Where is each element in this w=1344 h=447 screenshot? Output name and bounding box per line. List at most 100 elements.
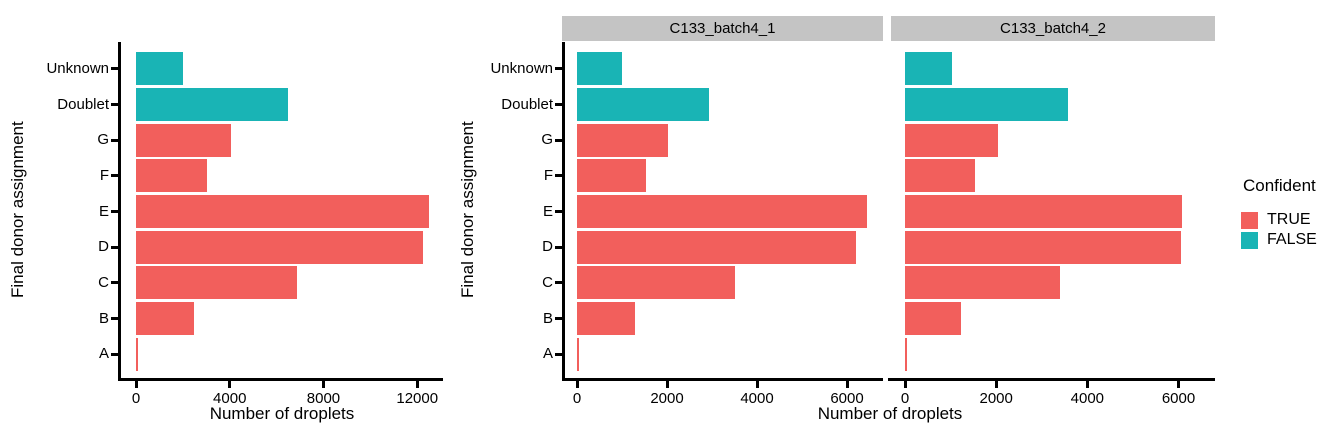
y-tick-overall-doublet xyxy=(111,103,118,106)
bar-overall-c xyxy=(136,266,298,300)
x-tick-C133_batch4_2-0 xyxy=(903,381,907,388)
x-axis-line-C133_batch4_2 xyxy=(888,378,1215,381)
bar-C133_batch4_2-b xyxy=(905,302,962,335)
bar-overall-f xyxy=(136,159,208,193)
y-tick-overall-f xyxy=(111,174,118,178)
bar-overall-doublet xyxy=(136,88,289,121)
x-tick-C133_batch4_2-4000 xyxy=(1085,381,1089,388)
y-tick-label-overall-d: D xyxy=(98,238,109,256)
bar-C133_batch4_1-unknown xyxy=(577,52,622,86)
y-tick-C133_batch4_1-d xyxy=(555,245,562,249)
y-tick-label-overall-f: F xyxy=(99,166,109,184)
y-axis-line-C133_batch4_1 xyxy=(562,42,565,381)
x-tick-label-C133_batch4_2-6000: 6000 xyxy=(1161,390,1196,407)
legend: Confident TRUE FALSE xyxy=(1241,176,1317,250)
x-tick-label-C133_batch4_1-6000: 6000 xyxy=(830,390,864,407)
legend-title: Confident xyxy=(1243,176,1316,195)
bar-C133_batch4_1-c xyxy=(577,266,736,300)
bar-C133_batch4_1-a xyxy=(577,337,580,371)
y-tick-C133_batch4_1-c xyxy=(555,281,562,285)
x-tick-C133_batch4_1-6000 xyxy=(845,381,849,388)
y-tick-label-overall-doublet: Doublet xyxy=(57,95,109,113)
bar-overall-b xyxy=(136,302,194,335)
bar-C133_batch4_1-doublet xyxy=(577,88,709,121)
x-tick-C133_batch4_1-2000 xyxy=(665,381,669,388)
y-tick-label-C133_batch4_1-a: A xyxy=(542,345,553,363)
y-tick-label-C133_batch4_1-e: E xyxy=(542,202,553,220)
bar-C133_batch4_1-g xyxy=(577,123,669,157)
y-tick-label-overall-c: C xyxy=(98,273,109,291)
legend-item-false: FALSE xyxy=(1241,230,1317,250)
x-tick-overall-0 xyxy=(134,381,138,388)
x-tick-label-overall-0: 0 xyxy=(131,390,141,407)
x-tick-overall-4000 xyxy=(228,381,232,388)
x-tick-label-overall-12000: 12000 xyxy=(396,390,439,407)
x-tick-label-C133_batch4_1-2000: 2000 xyxy=(650,390,684,407)
y-tick-C133_batch4_1-e xyxy=(555,210,562,213)
y-tick-label-C133_batch4_1-unknown: Unknown xyxy=(490,59,553,77)
legend-items: TRUE FALSE xyxy=(1241,210,1317,250)
left-chart-x-axis-title: Number of droplets xyxy=(209,404,355,423)
bar-C133_batch4_2-doublet xyxy=(905,88,1068,121)
bar-overall-g xyxy=(136,123,231,157)
y-tick-C133_batch4_1-a xyxy=(555,352,562,356)
x-tick-C133_batch4_2-2000 xyxy=(994,381,998,388)
bar-C133_batch4_1-e xyxy=(577,195,868,228)
bar-C133_batch4_1-d xyxy=(577,230,856,264)
x-tick-label-overall-8000: 8000 xyxy=(306,390,341,407)
x-tick-label-C133_batch4_2-2000: 2000 xyxy=(979,390,1013,407)
bar-C133_batch4_2-c xyxy=(905,266,1061,300)
bar-C133_batch4_2-e xyxy=(905,195,1183,228)
y-tick-overall-b xyxy=(111,317,118,320)
y-tick-label-overall-e: E xyxy=(98,202,109,220)
legend-label: TRUE xyxy=(1267,211,1311,228)
x-axis-line-C133_batch4_1 xyxy=(562,378,883,381)
x-tick-label-C133_batch4_1-4000: 4000 xyxy=(740,390,774,407)
y-tick-label-C133_batch4_1-c: C xyxy=(542,273,553,291)
legend-item-true: TRUE xyxy=(1241,210,1317,230)
y-tick-overall-d xyxy=(111,245,118,249)
legend-label: FALSE xyxy=(1267,231,1317,248)
bar-C133_batch4_2-unknown xyxy=(905,52,952,86)
y-tick-overall-unknown xyxy=(111,67,118,71)
y-tick-label-C133_batch4_1-b: B xyxy=(542,309,553,327)
bar-overall-d xyxy=(136,230,423,264)
x-tick-label-C133_batch4_2-0: 0 xyxy=(900,390,910,407)
facet-chart-x-axis-title: Number of droplets xyxy=(817,404,963,423)
y-tick-label-C133_batch4_1-doublet: Doublet xyxy=(501,95,553,113)
y-tick-label-C133_batch4_1-f: F xyxy=(543,166,553,184)
y-tick-overall-g xyxy=(111,138,118,142)
y-tick-label-C133_batch4_1-d: D xyxy=(542,238,553,256)
facet-strip-2: C133_batch4_2 xyxy=(891,16,1215,41)
y-tick-label-C133_batch4_1-g: G xyxy=(541,131,553,149)
y-tick-label-overall-g: G xyxy=(97,131,109,149)
bar-C133_batch4_1-b xyxy=(577,302,635,335)
y-tick-label-overall-a: A xyxy=(98,345,109,363)
bar-C133_batch4_1-f xyxy=(577,159,647,193)
x-tick-label-overall-4000: 4000 xyxy=(213,390,247,407)
x-tick-C133_batch4_1-4000 xyxy=(755,381,759,388)
x-tick-overall-12000 xyxy=(415,381,419,388)
y-tick-C133_batch4_1-f xyxy=(555,174,562,178)
y-tick-overall-a xyxy=(111,352,118,356)
y-tick-overall-e xyxy=(111,210,118,213)
bar-overall-e xyxy=(136,195,430,228)
bar-C133_batch4_2-a xyxy=(905,337,908,371)
y-tick-overall-c xyxy=(111,281,118,285)
x-tick-C133_batch4_2-6000 xyxy=(1177,381,1181,388)
y-axis-line-overall xyxy=(118,42,121,381)
x-tick-C133_batch4_1-0 xyxy=(575,381,579,388)
legend-swatch-false xyxy=(1241,231,1258,249)
legend-swatch-true xyxy=(1241,211,1258,229)
bar-overall-a xyxy=(136,337,138,371)
y-tick-C133_batch4_1-doublet xyxy=(555,103,562,106)
y-tick-label-overall-unknown: Unknown xyxy=(46,59,109,77)
bar-overall-unknown xyxy=(136,52,183,86)
x-tick-label-C133_batch4_2-4000: 4000 xyxy=(1070,390,1105,407)
y-tick-C133_batch4_1-g xyxy=(555,138,562,142)
bar-C133_batch4_2-f xyxy=(905,159,975,193)
y-tick-C133_batch4_1-unknown xyxy=(555,67,562,71)
facet-strip-1: C133_batch4_1 xyxy=(562,16,883,41)
y-tick-C133_batch4_1-b xyxy=(555,317,562,320)
